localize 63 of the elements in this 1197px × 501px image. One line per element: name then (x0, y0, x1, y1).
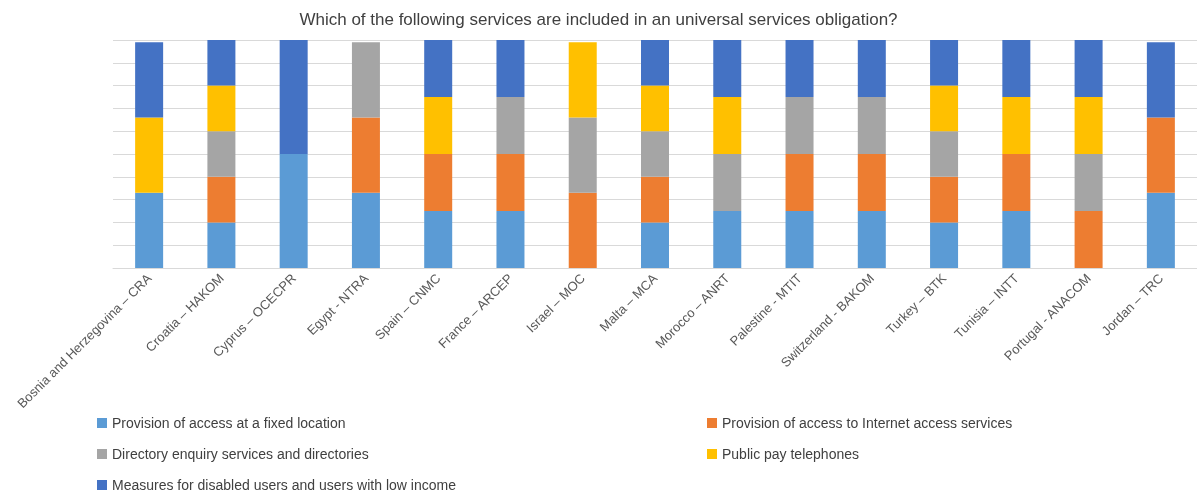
bar (1146, 117, 1175, 193)
legend-label: Directory enquiry services and directories (112, 446, 369, 462)
bar (135, 42, 164, 118)
bar (857, 154, 886, 211)
bar (424, 211, 453, 268)
bar (279, 154, 308, 268)
bar (930, 85, 959, 132)
bar (857, 40, 886, 97)
bar (207, 131, 236, 177)
bar (207, 222, 236, 268)
bar (930, 40, 959, 86)
legend-label: Provision of access to Internet access services (722, 415, 1013, 431)
bar (568, 117, 597, 193)
bar (207, 40, 236, 86)
bar (351, 192, 380, 268)
bar (1146, 42, 1175, 118)
bar (1074, 211, 1103, 268)
bar (1002, 154, 1031, 211)
bar (785, 154, 814, 211)
bar (857, 97, 886, 154)
bar (496, 154, 525, 211)
bar (713, 211, 742, 268)
bar (568, 42, 597, 118)
bar (1002, 97, 1031, 154)
bar (785, 40, 814, 97)
bar (135, 117, 164, 193)
bar (1146, 192, 1175, 268)
bar (424, 97, 453, 154)
bar (930, 131, 959, 177)
bar (857, 211, 886, 268)
bar (1002, 40, 1031, 97)
bar (785, 211, 814, 268)
bar (496, 211, 525, 268)
bar (424, 154, 453, 211)
bar (930, 176, 959, 223)
bar (713, 40, 742, 97)
bar (135, 192, 164, 268)
bar (207, 85, 236, 132)
bar (1074, 40, 1103, 97)
bar (641, 176, 669, 223)
bar (641, 85, 669, 132)
bar (351, 117, 380, 193)
bar (713, 154, 742, 211)
bar (1002, 211, 1031, 268)
legend-label: Measures for disabled users and users with low income (112, 477, 457, 493)
bar (496, 40, 525, 97)
bar (1074, 97, 1103, 154)
bar (424, 40, 453, 97)
bar (785, 97, 814, 154)
bar (279, 40, 308, 154)
bar (641, 131, 669, 177)
bar (641, 40, 669, 86)
bar (568, 192, 597, 268)
bar (207, 176, 236, 223)
bar (351, 42, 380, 118)
legend-label: Public pay telephones (722, 446, 859, 462)
bar (930, 222, 959, 268)
chart-title: Which of the following services are included in an universal services obligation? (299, 10, 898, 29)
bar (1074, 154, 1103, 211)
bar (496, 97, 525, 154)
bar (641, 222, 669, 268)
legend-label: Provision of access at a fixed location (112, 415, 346, 431)
bar (713, 97, 742, 154)
